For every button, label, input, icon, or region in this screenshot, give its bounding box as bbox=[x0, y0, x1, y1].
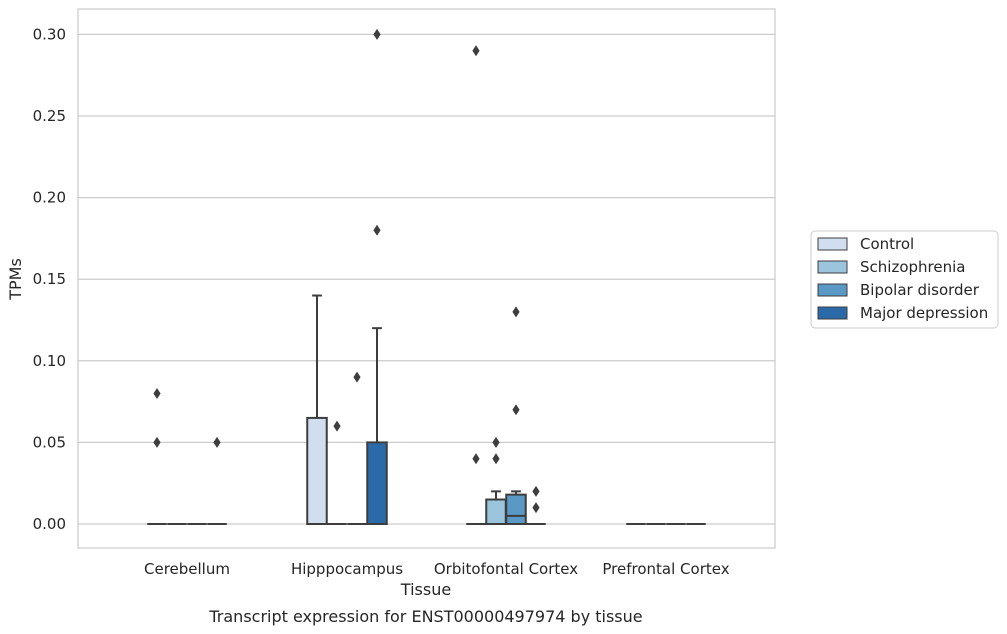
outlier-point bbox=[492, 436, 500, 448]
legend-label: Major depression bbox=[860, 304, 988, 322]
legend-swatch bbox=[817, 306, 848, 320]
box bbox=[306, 416, 328, 526]
box-group bbox=[466, 45, 486, 525]
box-group bbox=[347, 371, 367, 525]
plot-frame bbox=[77, 8, 776, 549]
box bbox=[505, 493, 527, 525]
box-group bbox=[526, 485, 546, 525]
grid-lines bbox=[78, 33, 775, 525]
y-tick-label: 0.20 bbox=[33, 189, 66, 207]
outlier-point bbox=[333, 420, 341, 432]
outlier-point bbox=[472, 453, 480, 465]
outlier-point bbox=[512, 306, 520, 318]
chart-title: Transcript expression for ENST0000049797… bbox=[208, 607, 642, 626]
box bbox=[485, 498, 507, 525]
box-group bbox=[327, 420, 347, 525]
y-tick-label: 0.30 bbox=[33, 25, 66, 43]
legend-label: Bipolar disorder bbox=[860, 281, 980, 299]
legend-frame bbox=[810, 230, 999, 329]
outlier-point bbox=[373, 224, 381, 236]
legend-label: Schizophrenia bbox=[860, 258, 965, 276]
x-tick-label: Prefrontal Cortex bbox=[602, 560, 729, 578]
box-group bbox=[366, 28, 388, 525]
y-tick-label: 0.00 bbox=[33, 515, 66, 533]
x-axis-label: Tissue bbox=[400, 580, 451, 599]
outlier-point bbox=[492, 453, 500, 465]
legend: Control Schizophrenia Bipolar disorder Majo… bbox=[810, 230, 999, 329]
y-tick-label: 0.15 bbox=[33, 270, 66, 288]
outlier-point bbox=[532, 485, 540, 497]
x-tick-label: Orbitofontal Cortex bbox=[434, 560, 578, 578]
x-tick-label: Hipppocampus bbox=[291, 560, 403, 578]
boxes-layer bbox=[147, 28, 706, 526]
y-tick-label: 0.05 bbox=[33, 433, 66, 451]
outlier-point bbox=[472, 45, 480, 57]
outlier-point bbox=[213, 436, 221, 448]
y-axis-ticks: 0.00 0.05 0.10 0.15 0.20 0.25 0.30 bbox=[33, 25, 66, 533]
outlier-point bbox=[153, 387, 161, 399]
outlier-point bbox=[353, 371, 361, 383]
box-group bbox=[505, 306, 527, 525]
outlier-point bbox=[153, 436, 161, 448]
box-group bbox=[207, 436, 227, 525]
legend-swatch bbox=[817, 260, 848, 274]
legend-swatch bbox=[817, 237, 848, 251]
box-group bbox=[485, 436, 507, 525]
legend-label: Control bbox=[860, 235, 914, 253]
legend-swatch bbox=[817, 283, 848, 297]
outlier-point bbox=[373, 28, 381, 40]
y-axis-label: TPMs bbox=[6, 258, 25, 301]
box-group bbox=[306, 294, 328, 526]
x-axis-ticks: Cerebellum Hipppocampus Orbitofontal Corte… bbox=[144, 560, 730, 578]
x-tick-label: Cerebellum bbox=[144, 560, 230, 578]
box-group bbox=[147, 387, 167, 525]
y-tick-label: 0.10 bbox=[33, 352, 66, 370]
outlier-point bbox=[532, 502, 540, 514]
y-tick-label: 0.25 bbox=[33, 107, 66, 125]
box bbox=[366, 441, 388, 525]
outlier-point bbox=[512, 404, 520, 416]
